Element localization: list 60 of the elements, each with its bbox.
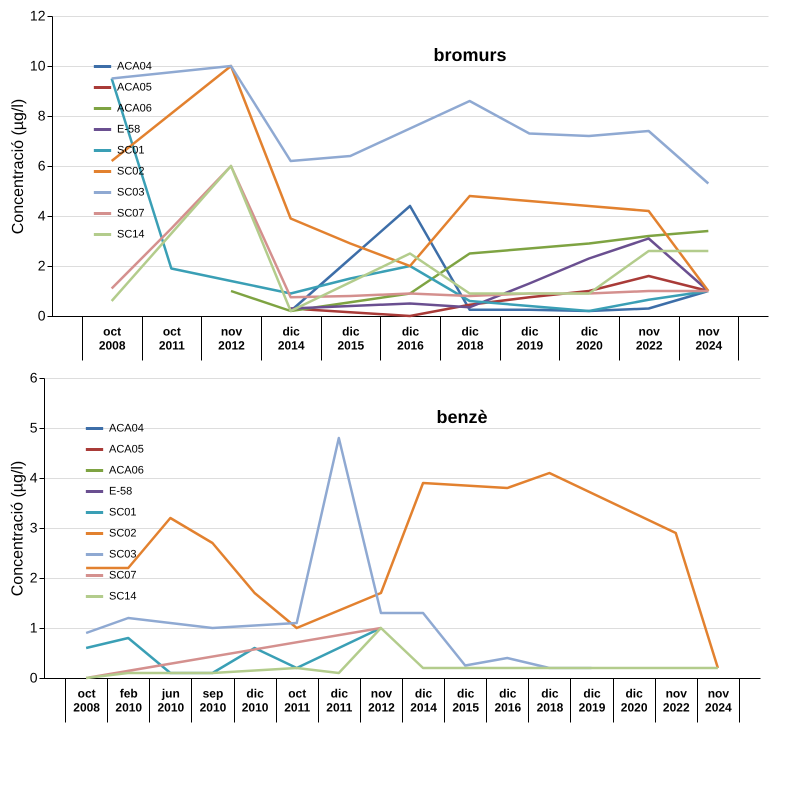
legend-label: E-58 [109, 486, 132, 498]
legend-label: SC14 [117, 228, 145, 240]
legend-label: SC07 [109, 570, 137, 582]
y-tick-label: 6 [38, 158, 46, 174]
legend-label: ACA05 [109, 444, 144, 456]
x-tick-label: dic 2018 [456, 324, 484, 352]
x-tick-label: nov 2012 [368, 686, 396, 714]
y-tick-label: 5 [30, 420, 38, 436]
y-tick-label: 2 [30, 570, 38, 586]
line-series [84, 626, 720, 680]
x-tick-label: dic 2019 [578, 686, 606, 714]
x-tick-label: dic 2015 [337, 324, 365, 352]
x-tick-label: dic 2018 [536, 686, 564, 714]
x-tick-label: oct 2008 [98, 324, 126, 352]
y-tick-label: 0 [30, 670, 38, 686]
y-tick-label: 8 [38, 108, 46, 124]
text: benzè [436, 407, 488, 427]
x-tick-label: nov 2024 [705, 686, 732, 714]
legend-label: SC14 [109, 590, 137, 602]
x-tick-label: dic 2010 [242, 686, 269, 714]
x-tick-label: dic 2015 [452, 686, 480, 714]
legend-label: SC07 [117, 208, 145, 220]
x-tick-label: oct 2011 [284, 686, 311, 714]
x-tick-label: dic 2011 [326, 686, 353, 714]
x-tick-label: jun 2010 [158, 686, 185, 714]
y-tick-label: 2 [38, 258, 46, 274]
y-tick-label: 4 [38, 208, 46, 224]
y-tick-label: 3 [30, 520, 38, 536]
x-tick-label: dic 2020 [576, 324, 604, 352]
x-tick-label: dic 2019 [516, 324, 544, 352]
x-tick-label: dic 2016 [494, 686, 522, 714]
text: bromurs [433, 45, 507, 65]
y-tick-label: 4 [30, 470, 38, 486]
y-tick-label: 1 [30, 620, 38, 636]
x-tick-label: dic 2014 [278, 324, 305, 352]
y-tick-label: 6 [30, 370, 38, 386]
legend-label: ACA05 [117, 82, 152, 94]
x-tick-label: dic 2016 [397, 324, 424, 352]
legend-label: SC03 [117, 186, 145, 198]
legend-label: SC01 [109, 506, 137, 518]
legend-label: SC02 [109, 528, 137, 540]
x-tick-label: oct 2011 [158, 324, 186, 352]
y-axis-title: Concentració (µg/l) [10, 98, 27, 234]
x-tick-label: sep 2010 [200, 686, 227, 714]
y-tick-label: 0 [38, 308, 46, 324]
x-tick-label: nov 2022 [636, 324, 663, 352]
x-tick-label: dic 2014 [410, 686, 438, 714]
x-tick-label: nov 2012 [218, 324, 246, 352]
y-axis-title: Concentració (µg/l) [10, 460, 27, 596]
x-tick-label: nov 2022 [662, 686, 690, 714]
legend-label: ACA06 [109, 464, 144, 476]
x-tick-label: dic 2020 [620, 686, 648, 714]
x-tick-label: oct 2008 [73, 686, 100, 714]
legend-label: ACA04 [109, 422, 144, 434]
y-tick-label: 12 [30, 8, 46, 24]
x-tick-label: nov 2024 [695, 324, 723, 352]
x-tick-label: feb 2010 [115, 686, 142, 714]
y-tick-label: 10 [30, 58, 46, 74]
legend-label: ACA04 [117, 60, 152, 72]
legend-label: SC03 [109, 548, 137, 560]
